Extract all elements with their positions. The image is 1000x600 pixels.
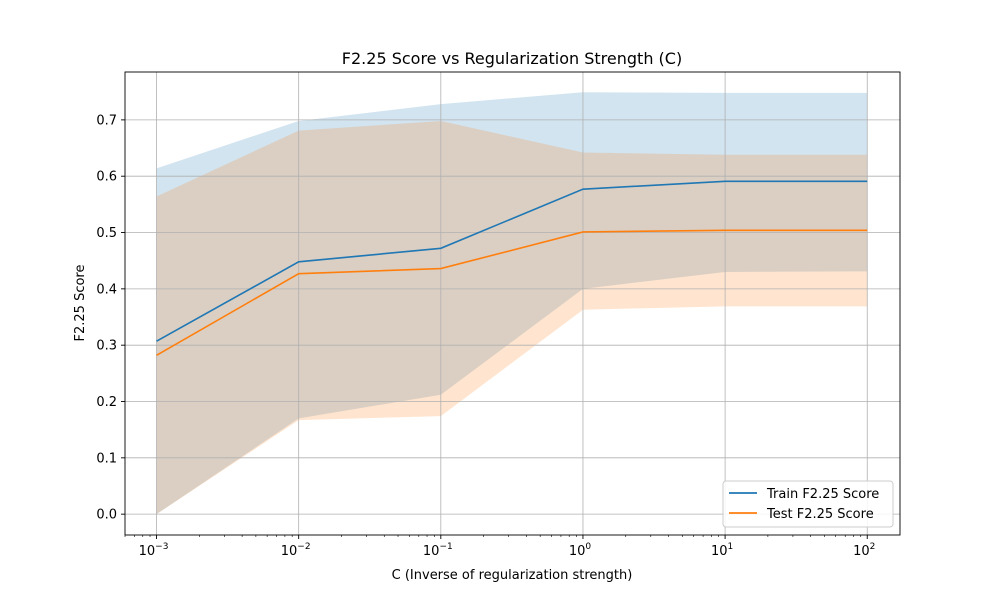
- confidence-band-2: [156, 121, 868, 515]
- y-tick-label: 0.4: [96, 282, 117, 297]
- x-axis-label: C (Inverse of regularization strength): [392, 568, 633, 583]
- legend-label-1: Train F2.25 Score: [766, 487, 879, 502]
- series-line-1: [156, 180, 868, 342]
- y-tick-label: 0.2: [96, 395, 117, 410]
- y-tick-label: 0.5: [96, 226, 117, 241]
- legend: Train F2.25 Score Test F2.25 Score: [722, 480, 894, 528]
- legend-box: [722, 480, 894, 528]
- x-tick-label: 10−1: [423, 542, 453, 559]
- y-tick-label: 0.1: [96, 451, 117, 466]
- plot-area: 10−3 10−2 10−1 100 101 102 0.0 0.1 0.2 0.3 0.4 0.5 0…: [96, 71, 901, 559]
- legend-label-2: Test F2.25 Score: [766, 507, 874, 522]
- chart-title: F2.25 Score vs Regularization Strength (…: [342, 49, 682, 68]
- series-line-2: [156, 229, 868, 357]
- x-tick-label: 101: [711, 542, 733, 559]
- y-axis-label: F2.25 Score: [73, 265, 88, 342]
- y-tick-label: 0.3: [96, 339, 117, 354]
- y-tick-label: 0.6: [96, 170, 117, 185]
- axes-frame: [124, 71, 901, 536]
- x-tick-label: 102: [853, 542, 875, 559]
- x-tick-label: 10−2: [281, 542, 311, 559]
- y-tick-label: 0.7: [96, 113, 117, 128]
- x-tick-label: 100: [569, 542, 592, 559]
- y-tick-label: 0.0: [96, 508, 117, 523]
- confidence-band-1: [156, 92, 868, 515]
- x-tick-label: 10−3: [139, 542, 169, 559]
